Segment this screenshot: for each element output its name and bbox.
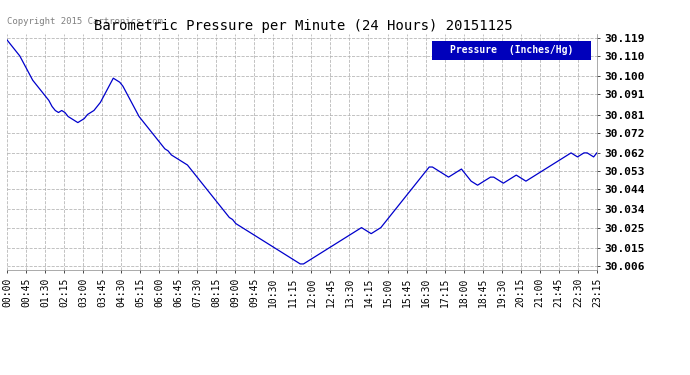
Text: Copyright 2015 Cartronics.com: Copyright 2015 Cartronics.com — [7, 17, 163, 26]
Text: Barometric Pressure per Minute (24 Hours) 20151125: Barometric Pressure per Minute (24 Hours… — [95, 19, 513, 33]
